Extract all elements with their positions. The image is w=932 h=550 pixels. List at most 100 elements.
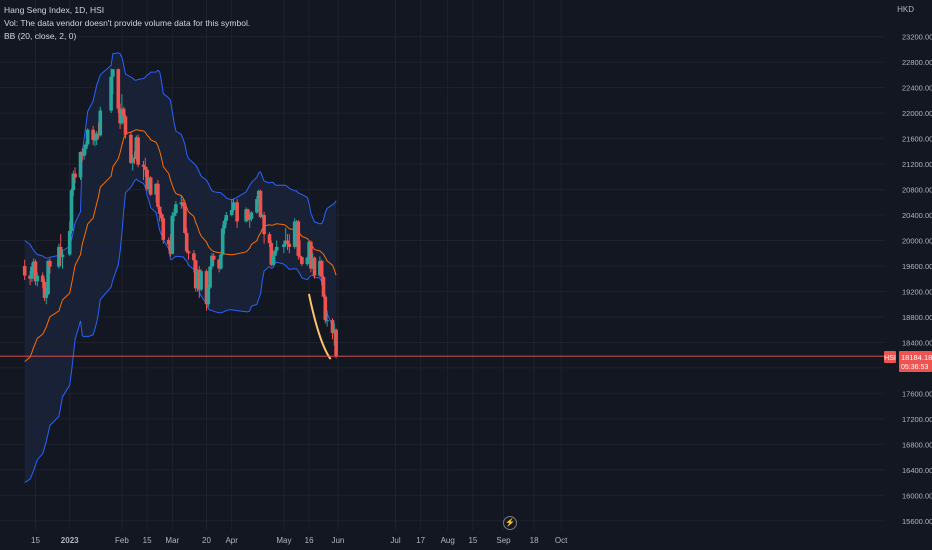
time-tick-label: Apr: [225, 536, 238, 545]
candle: [48, 258, 52, 274]
candle: [296, 220, 301, 260]
candle: [170, 211, 175, 255]
time-tick-label: May: [276, 536, 291, 545]
candle: [69, 188, 74, 235]
time-tick-label: Feb: [115, 536, 129, 545]
candle: [206, 285, 211, 308]
candle: [91, 125, 95, 145]
time-tick-label: 18: [530, 536, 539, 545]
candle: [136, 134, 140, 168]
candle: [323, 294, 328, 324]
candle: [220, 224, 225, 256]
currency-label: HKD: [897, 5, 914, 14]
price-tag-countdown: 05:36:53: [901, 364, 928, 371]
candle: [334, 328, 338, 359]
price-axis[interactable]: 15600.00 16000.00 16400.00 16800.00 17200.00…: [902, 33, 932, 526]
price-tick-label: 21200.00: [902, 160, 932, 169]
candle: [249, 211, 254, 222]
time-tick-label: 15: [31, 536, 40, 545]
candle: [292, 218, 297, 249]
candle: [219, 253, 223, 270]
candle: [161, 215, 166, 244]
candle: [287, 234, 292, 254]
candle: [22, 259, 27, 281]
price-tick-label: 17600.00: [902, 389, 932, 398]
candle: [235, 199, 239, 228]
time-axis[interactable]: 15 2023 Feb 15 Mar 20 Apr May 16 Jun Jul 17 Aug 15 Sep…: [31, 536, 568, 545]
price-tick-label: 21600.00: [902, 135, 932, 144]
candle: [78, 151, 83, 181]
candle: [298, 240, 302, 260]
candle: [130, 154, 135, 171]
candle: [258, 189, 263, 219]
highlight-curve: [308, 293, 332, 360]
candle: [156, 180, 160, 209]
candle: [208, 266, 212, 289]
price-tick-label: 19600.00: [902, 262, 932, 271]
candle: [300, 256, 304, 267]
time-tick-label: 20: [202, 536, 211, 545]
candle: [60, 250, 65, 269]
current-price-tag: HSI 18184.18 05:36:53: [884, 351, 932, 372]
candle: [94, 130, 99, 145]
candle: [35, 272, 40, 287]
candle: [85, 128, 90, 147]
time-tick-label: Oct: [555, 536, 568, 545]
bb-lower-line: [24, 178, 337, 484]
candle: [222, 218, 227, 235]
bb-basis-line: [24, 129, 337, 362]
legend-volume[interactable]: Vol: The data vendor doesn't provide vol…: [4, 18, 251, 28]
time-tick-label: Sep: [496, 536, 511, 545]
candle: [274, 240, 279, 254]
time-tick-label: 17: [416, 536, 425, 545]
candlestick-series: [22, 68, 338, 359]
legend-bollinger[interactable]: BB (20, close, 2, 0): [4, 31, 77, 41]
time-tick-label: Aug: [441, 536, 455, 545]
grid-lines: [0, 0, 884, 530]
candle: [312, 256, 317, 279]
user-drawing: [308, 293, 332, 360]
chart-legend: Hang Seng Index, 1D, HSI Vol: The data v…: [4, 4, 250, 43]
price-tick-label: 22800.00: [902, 58, 932, 67]
lightning-icon[interactable]: ⚡: [503, 516, 517, 530]
candle: [111, 69, 115, 95]
candle: [73, 167, 77, 184]
candle: [148, 176, 153, 196]
candle: [285, 234, 290, 251]
candle: [186, 250, 191, 260]
price-tick-label: 22400.00: [902, 84, 932, 93]
time-tick-label: Mar: [165, 536, 179, 545]
price-tick-label: 16000.00: [902, 491, 932, 500]
candle: [123, 114, 128, 139]
time-tick-label: 16: [305, 536, 314, 545]
candle: [321, 275, 326, 298]
price-tick-label: 23200.00: [902, 33, 932, 42]
candle: [116, 68, 121, 114]
candle: [157, 205, 162, 222]
candle: [224, 211, 229, 225]
candle: [262, 211, 266, 244]
legend-title[interactable]: Hang Seng Index, 1D, HSI: [4, 5, 105, 15]
candle: [141, 160, 146, 181]
candle: [184, 227, 189, 254]
time-tick-label: Jun: [331, 536, 344, 545]
price-tick-label: 20800.00: [902, 186, 932, 195]
candle: [174, 201, 178, 217]
time-tick-label: 15: [143, 536, 152, 545]
price-tick-label: 18800.00: [902, 313, 932, 322]
candle: [231, 199, 236, 212]
price-tick-label: 22000.00: [902, 109, 932, 118]
candle: [199, 269, 203, 292]
time-tick-label: 15: [468, 536, 477, 545]
time-tick-label: Jul: [390, 536, 400, 545]
bollinger-band-fill: [24, 52, 337, 483]
candle: [211, 253, 216, 267]
candle: [330, 318, 335, 340]
price-tick-label: 16400.00: [902, 466, 932, 475]
price-tick-label: 16800.00: [902, 440, 932, 449]
price-tag-symbol: HSI: [884, 355, 896, 362]
candle: [98, 106, 103, 137]
candle: [273, 249, 277, 263]
price-tick-label: 20000.00: [902, 237, 932, 246]
